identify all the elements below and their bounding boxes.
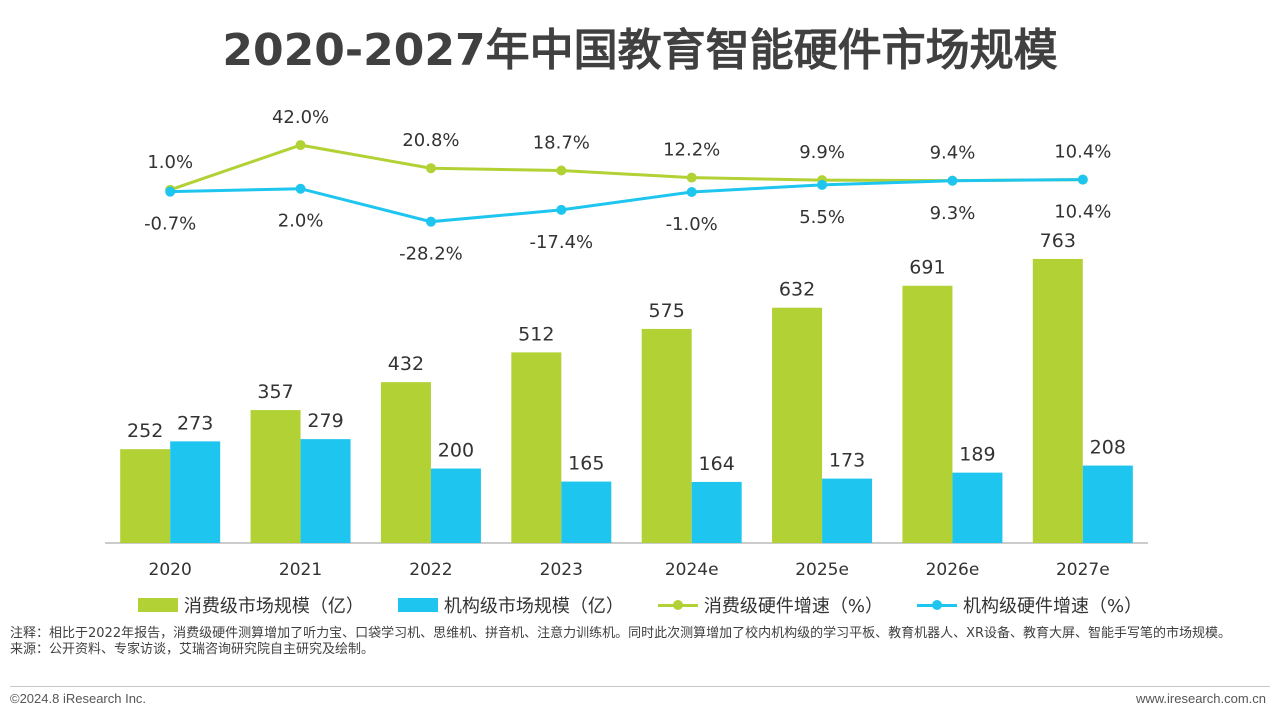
institution-growth-point-2023 bbox=[556, 204, 567, 215]
x-tick-label-2020: 2020 bbox=[149, 560, 192, 580]
legend-label-institution-growth: 机构级硬件增速（%） bbox=[963, 596, 1143, 617]
x-tick-label-2022: 2022 bbox=[409, 560, 452, 580]
legend-label-consumer-growth: 消费级硬件增速（%） bbox=[703, 596, 883, 617]
institution-bar-swatch bbox=[397, 598, 438, 612]
institution-bar-label-2022: 200 bbox=[438, 440, 474, 462]
institution-bar-2026e bbox=[952, 472, 1003, 543]
institution-growth-swatch bbox=[917, 598, 957, 612]
consumer-bar-2022 bbox=[380, 382, 431, 543]
x-tick-label-2024e: 2024e bbox=[665, 560, 719, 580]
consumer-bar-label-2023: 512 bbox=[518, 323, 554, 345]
chart-legend: 消费级市场规模（亿） 机构级市场规模（亿） 消费级硬件增速（%） 机构级硬件增速… bbox=[0, 592, 1280, 618]
footer-divider bbox=[10, 686, 1270, 687]
institution-growth-label-2027e: 10.4% bbox=[1054, 202, 1111, 223]
institution-growth-point-2025e bbox=[817, 179, 828, 190]
institution-growth-label-2026e: 9.3% bbox=[930, 203, 976, 224]
institution-bar-2021 bbox=[300, 439, 351, 543]
x-tick-label-2026e: 2026e bbox=[926, 560, 980, 580]
institution-growth-point-2027e bbox=[1077, 174, 1088, 185]
consumer-growth-label-2027e: 10.4% bbox=[1054, 142, 1111, 163]
consumer-growth-point-2021 bbox=[295, 140, 306, 151]
legend-item-institution-bar: 机构级市场规模（亿） bbox=[397, 592, 624, 618]
consumer-bar-label-2025e: 632 bbox=[779, 279, 815, 301]
page-title: 2020-2027年中国教育智能硬件市场规模 bbox=[222, 25, 1058, 76]
institution-bar-label-2024e: 164 bbox=[699, 453, 735, 475]
legend-item-consumer-bar: 消费级市场规模（亿） bbox=[137, 592, 364, 618]
source-text: 来源：公开资料、专家访谈，艾瑞咨询研究院自主研究及绘制。 bbox=[10, 642, 375, 657]
institution-growth-label-2023: -17.4% bbox=[529, 232, 593, 253]
institution-growth-line bbox=[170, 178, 1083, 224]
institution-growth-point-2020 bbox=[165, 186, 176, 197]
institution-bar-2024e bbox=[691, 481, 742, 543]
consumer-growth-label-2024e: 12.2% bbox=[663, 140, 720, 161]
x-tick-label-2021: 2021 bbox=[279, 560, 322, 580]
institution-bar-label-2021: 279 bbox=[307, 410, 343, 432]
consumer-bar-2025e bbox=[772, 307, 823, 543]
institution-bar-label-2025e: 173 bbox=[829, 450, 865, 472]
institution-growth-point-2024e bbox=[686, 187, 697, 197]
market-size-chart: 252 273 2020 357 279 2021 432 200 2022 512 165 2023… bbox=[105, 107, 1148, 580]
consumer-growth-label-2020: 1.0% bbox=[147, 152, 193, 173]
consumer-growth-swatch bbox=[657, 598, 698, 612]
institution-bar-2020 bbox=[170, 441, 221, 543]
consumer-growth-point-2024e bbox=[686, 172, 697, 183]
consumer-growth-point-2022 bbox=[425, 163, 436, 174]
consumer-bar-label-2024e: 575 bbox=[649, 300, 685, 322]
consumer-growth-label-2021: 42.0% bbox=[272, 107, 329, 128]
note-text: 注释：相比于2022年报告，消费级硬件测算增加了听力宝、口袋学习机、思维机、拼音… bbox=[10, 626, 1232, 641]
institution-growth-label-2024e: -1.0% bbox=[666, 214, 718, 235]
institution-bar-label-2026e: 189 bbox=[959, 444, 995, 466]
legend-item-consumer-growth: 消费级硬件增速（%） bbox=[657, 592, 883, 618]
institution-bar-2027e bbox=[1082, 465, 1133, 543]
consumer-bar-label-2026e: 691 bbox=[909, 257, 945, 279]
consumer-bar-label-2022: 432 bbox=[388, 353, 424, 375]
copyright-text: ©2024.8 iResearch Inc. bbox=[10, 691, 147, 706]
consumer-bar-label-2021: 357 bbox=[257, 381, 293, 403]
consumer-bar-label-2020: 252 bbox=[127, 420, 163, 442]
consumer-growth-label-2026e: 9.4% bbox=[930, 143, 976, 164]
x-tick-label-2025e: 2025e bbox=[795, 560, 849, 580]
x-tick-label-2027e: 2027e bbox=[1056, 560, 1110, 580]
consumer-growth-label-2022: 20.8% bbox=[402, 130, 459, 151]
consumer-bar-swatch bbox=[137, 598, 178, 612]
consumer-bar-2024e bbox=[641, 328, 692, 543]
institution-bar-label-2027e: 208 bbox=[1090, 437, 1126, 459]
consumer-bar-2020 bbox=[120, 449, 171, 543]
consumer-growth-label-2025e: 9.9% bbox=[799, 142, 845, 163]
legend-label-consumer-bar: 消费级市场规模（亿） bbox=[183, 596, 364, 617]
institution-bar-2025e bbox=[822, 478, 873, 543]
institution-bar-label-2023: 165 bbox=[568, 453, 604, 475]
institution-growth-label-2021: 2.0% bbox=[278, 211, 324, 232]
consumer-bar-2023 bbox=[511, 352, 562, 543]
consumer-growth-label-2023: 18.7% bbox=[533, 133, 590, 154]
institution-growth-label-2022: -28.2% bbox=[399, 244, 463, 265]
institution-growth-point-2022 bbox=[425, 216, 436, 227]
institution-bar-label-2020: 273 bbox=[177, 412, 213, 434]
consumer-bar-2026e bbox=[902, 285, 953, 543]
x-tick-label-2023: 2023 bbox=[540, 560, 583, 580]
institution-growth-label-2025e: 5.5% bbox=[799, 207, 845, 228]
institution-growth-point-2021 bbox=[295, 183, 306, 194]
website-link[interactable]: www.iresearch.com.cn bbox=[1135, 691, 1266, 706]
consumer-bar-2027e bbox=[1032, 258, 1083, 543]
notes-block: 注释：相比于2022年报告，消费级硬件测算增加了听力宝、口袋学习机、思维机、拼音… bbox=[10, 626, 1266, 658]
institution-bar-2023 bbox=[561, 481, 612, 543]
institution-bar-2022 bbox=[430, 468, 481, 543]
legend-label-institution-bar: 机构级市场规模（亿） bbox=[443, 596, 624, 617]
consumer-growth-point-2023 bbox=[556, 165, 567, 176]
institution-growth-label-2020: -0.7% bbox=[144, 214, 196, 235]
legend-item-institution-growth: 机构级硬件增速（%） bbox=[917, 592, 1142, 618]
institution-growth-point-2026e bbox=[947, 175, 958, 186]
consumer-bar-2021 bbox=[250, 410, 301, 543]
consumer-bar-label-2027e: 763 bbox=[1040, 230, 1076, 252]
